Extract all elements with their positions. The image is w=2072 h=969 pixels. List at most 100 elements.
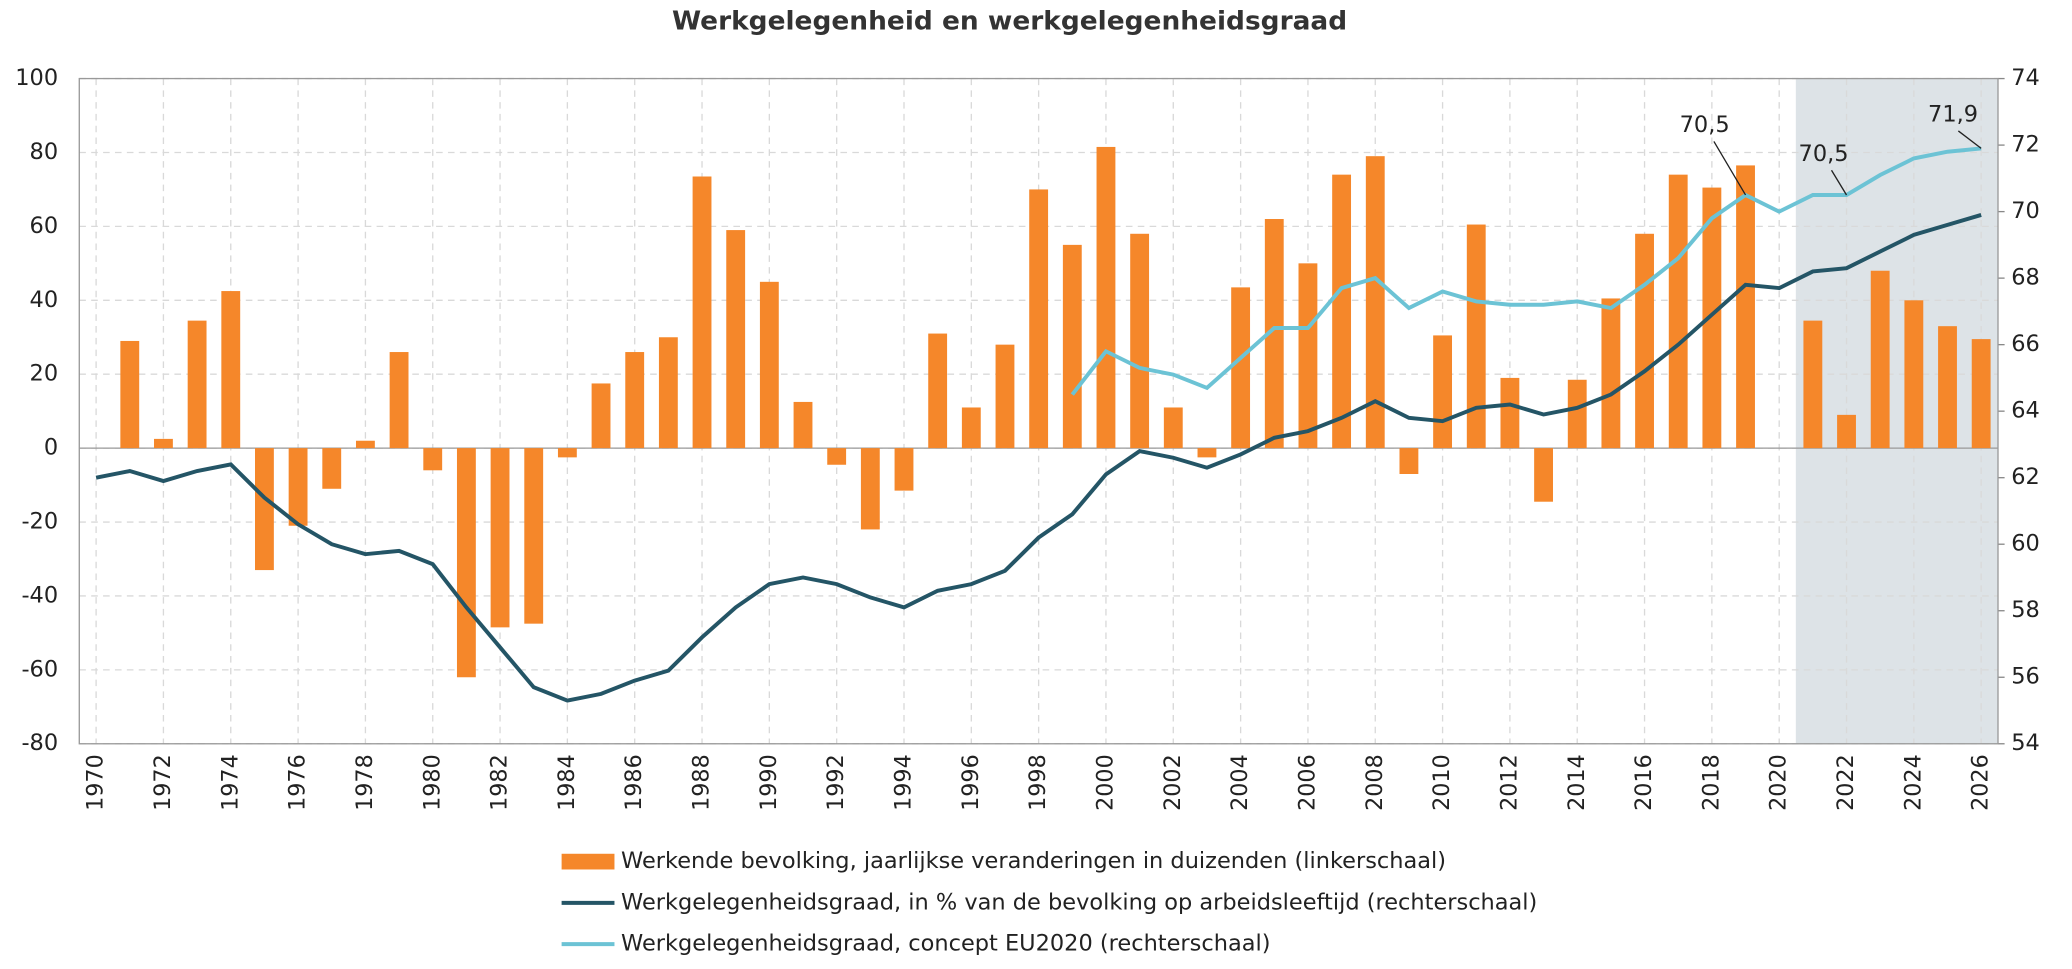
bar	[322, 448, 342, 489]
plot-frame	[78, 77, 1999, 745]
bar	[557, 448, 577, 458]
x-tick-label: 1978	[352, 754, 378, 811]
bar	[1938, 326, 1957, 449]
y-tick-label: -80	[21, 730, 58, 756]
bar	[995, 344, 1015, 449]
y2-tick-label: 58	[2011, 597, 2040, 623]
bar	[1702, 187, 1722, 449]
bar	[1567, 379, 1587, 449]
bar	[591, 383, 611, 449]
bar	[221, 291, 241, 449]
bar	[187, 320, 207, 449]
y-tick-label: -60	[21, 656, 58, 682]
bar	[1870, 270, 1890, 449]
bar	[658, 337, 678, 449]
chart-title: Werkgelegenheid en werkgelegenheidsgraad	[672, 7, 1347, 37]
forecast-shading	[1795, 78, 1998, 744]
bar	[1601, 298, 1621, 449]
y-tick-label: 100	[15, 65, 58, 91]
y2-tick-label: 54	[2011, 730, 2040, 756]
x-tick-label: 2008	[1362, 754, 1388, 811]
y-tick-label: 0	[44, 435, 58, 461]
bar	[1365, 156, 1385, 449]
y2-tick-label: 64	[2011, 398, 2040, 424]
x-tick-label: 1972	[150, 754, 176, 811]
x-tick-label: 1970	[83, 754, 109, 811]
x-tick-label: 2006	[1294, 754, 1320, 811]
y2-tick-label: 72	[2011, 132, 2040, 158]
x-tick-label: 1986	[621, 754, 647, 811]
y-tick-label: -40	[21, 583, 58, 609]
y2-tick-label: 74	[2011, 65, 2040, 91]
bar	[1163, 407, 1183, 449]
bar	[1029, 189, 1049, 449]
leader-line	[1830, 169, 1848, 196]
x-tick-label: 2010	[1429, 754, 1455, 811]
bar	[793, 401, 813, 449]
bar	[288, 448, 308, 526]
data-label: 70,5	[1680, 112, 1730, 138]
bar	[961, 407, 981, 449]
y-tick-label: -20	[21, 509, 58, 535]
legend-label: Werkgelegenheidsgraad, in % van de bevol…	[621, 889, 1537, 915]
x-tick-label: 1982	[486, 754, 512, 811]
bar	[625, 352, 645, 449]
bar	[1534, 448, 1553, 502]
bar	[1096, 146, 1116, 449]
y2-tick-label: 68	[2011, 265, 2040, 291]
bar	[1971, 339, 1991, 449]
bar	[154, 438, 173, 449]
x-tick-label: 2002	[1160, 754, 1186, 811]
x-tick-label: 2000	[1092, 754, 1118, 811]
bar	[894, 448, 914, 491]
bar	[1803, 320, 1823, 449]
bar	[254, 448, 274, 571]
bar	[860, 448, 880, 530]
leader-line	[1713, 141, 1747, 196]
bar	[1500, 377, 1520, 449]
y-tick-label: 60	[30, 213, 59, 239]
x-tick-label: 1974	[217, 754, 243, 811]
x-tick-label: 2022	[1833, 754, 1859, 811]
x-tick-label: 2004	[1227, 754, 1253, 811]
leader-line	[1957, 130, 1982, 149]
bar	[1264, 218, 1284, 449]
data-label: 70,5	[1799, 141, 1849, 167]
bar	[1130, 233, 1150, 449]
legend-label: Werkende bevolking, jaarlijkse veranderi…	[621, 848, 1446, 874]
y2-tick-label: 62	[2011, 464, 2040, 490]
bar	[1668, 174, 1688, 449]
bar	[1332, 174, 1352, 449]
bar	[726, 230, 746, 449]
bar	[1736, 165, 1755, 449]
y2-tick-label: 66	[2011, 331, 2040, 357]
x-tick-label: 2020	[1766, 754, 1792, 811]
bar	[827, 448, 847, 465]
bar	[1399, 448, 1419, 474]
bar	[928, 333, 948, 449]
bar	[524, 448, 544, 624]
line	[1070, 146, 1982, 396]
data-label: 71,9	[1928, 102, 1978, 128]
x-tick-label: 1998	[1025, 754, 1051, 811]
x-tick-label: 2026	[1968, 754, 1994, 811]
bar	[423, 448, 443, 471]
x-tick-label: 1994	[890, 754, 916, 811]
bar	[490, 448, 510, 628]
y2-tick-label: 60	[2011, 531, 2040, 557]
bar	[1062, 244, 1082, 449]
legend-label: Werkgelegenheidsgraad, concept EU2020 (r…	[621, 931, 1270, 957]
y-tick-label: 20	[30, 361, 59, 387]
y2-tick-label: 70	[2011, 198, 2040, 224]
bar	[1635, 233, 1654, 449]
line	[95, 213, 1982, 703]
bar	[1231, 287, 1251, 449]
bar	[1904, 300, 1924, 449]
bar	[1466, 224, 1486, 449]
bar	[759, 281, 779, 449]
y2-tick-label: 56	[2011, 664, 2040, 690]
bar	[1298, 263, 1318, 449]
y-tick-label: 80	[30, 139, 59, 165]
x-tick-label: 2024	[1900, 754, 1926, 811]
